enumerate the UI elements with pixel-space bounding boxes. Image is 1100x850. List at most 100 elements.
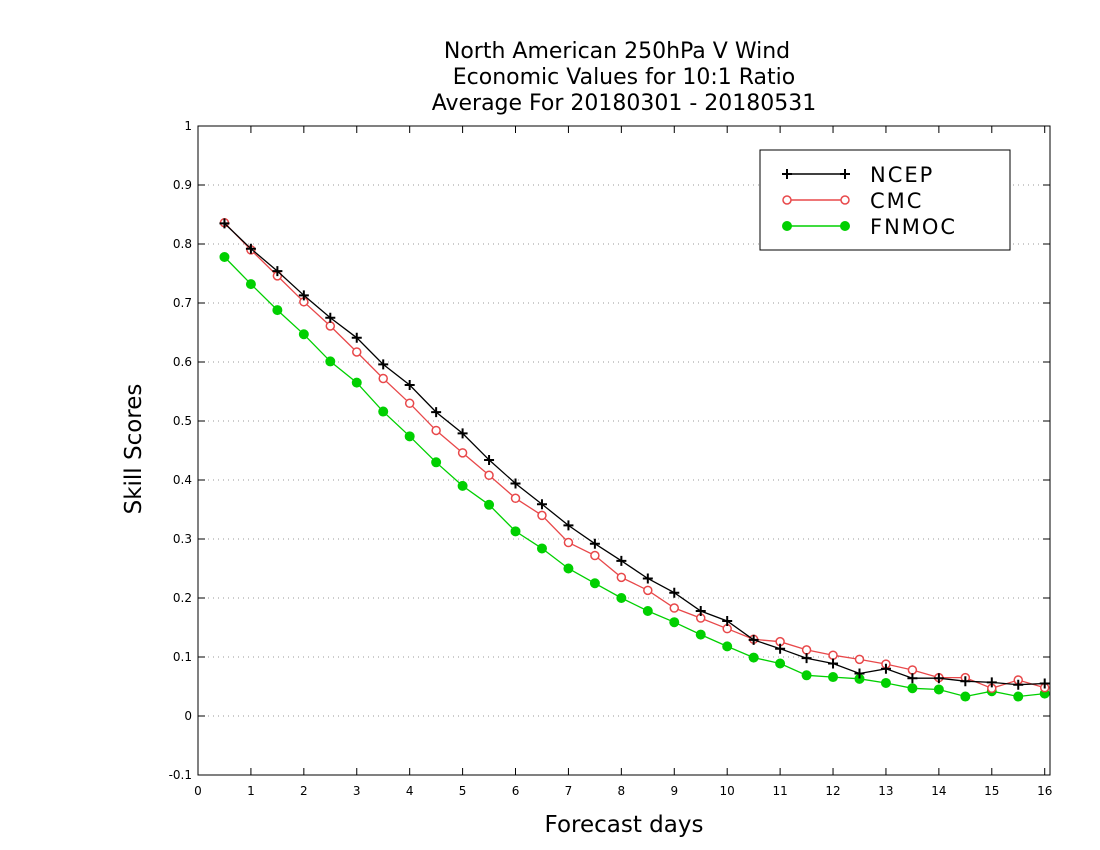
data-point-fnmoc (616, 593, 627, 603)
data-point-cmc (563, 537, 574, 548)
chart-title-line-2: Economic Values for 10:1 Ratio (453, 65, 795, 90)
data-point-ncep (960, 676, 971, 687)
y-tick-label: 0.8 (173, 237, 192, 251)
data-point-ncep (748, 634, 759, 645)
x-tick-label: 15 (984, 784, 999, 798)
data-point-cmc (616, 572, 627, 583)
y-tick-label: 0.2 (173, 591, 192, 605)
legend-marker (782, 169, 792, 179)
data-point-cmc (643, 585, 653, 596)
legend-label-ncep: NCEP (870, 163, 934, 187)
x-tick-label: 14 (931, 784, 946, 798)
y-axis-label: Skill Scores (121, 384, 147, 515)
data-point-fnmoc (404, 431, 415, 442)
legend-item-ncep: NCEP (782, 163, 934, 187)
y-tick-label: 0.1 (173, 650, 192, 664)
chart-title: North American 250hPa V Wind Economic Va… (432, 39, 817, 116)
data-point-ncep (510, 478, 521, 489)
data-point-ncep (722, 616, 733, 627)
data-point-fnmoc (669, 617, 680, 628)
data-point-cmc (352, 347, 362, 357)
x-tick-label: 8 (618, 784, 626, 798)
data-point-fnmoc (933, 684, 944, 695)
data-point-fnmoc (219, 251, 230, 262)
legend-marker (840, 169, 850, 179)
data-point-ncep (669, 587, 680, 598)
x-tick-label: 16 (1037, 784, 1052, 798)
y-tick-label: 0.9 (173, 178, 192, 192)
data-point-ncep (1013, 679, 1024, 690)
data-point-cmc (854, 654, 865, 665)
data-point-ncep (219, 218, 230, 229)
y-tick-label: 0 (184, 709, 192, 723)
data-point-fnmoc (536, 543, 547, 554)
legend-marker (840, 195, 850, 205)
x-tick-label: 0 (194, 784, 202, 798)
x-tick-label: 5 (459, 784, 467, 798)
y-tick-label: 0.7 (173, 296, 192, 310)
grid-lines (198, 184, 1050, 717)
data-point-ncep (880, 663, 891, 674)
data-point-ncep (431, 407, 442, 418)
x-axis-ticks: 0 1 2 3 4 5 6 7 8 9 10 11 12 13 14 15 16 (194, 126, 1052, 798)
data-point-ncep (589, 538, 600, 549)
data-point-cmc (404, 398, 415, 409)
legend-label-cmc: CMC (870, 189, 923, 213)
data-point-fnmoc (351, 377, 362, 388)
y-axis-ticks: -0.1 0 0.1 0.2 0.3 0.4 0.5 0.6 0.7 0.8 0.9 1 (169, 119, 1050, 782)
data-point-ncep (642, 573, 653, 584)
data-point-cmc (510, 493, 521, 504)
data-point-ncep (933, 673, 944, 684)
data-point-fnmoc (510, 526, 521, 537)
series-fnmoc (219, 251, 1050, 702)
data-point-fnmoc (907, 683, 918, 694)
x-tick-label: 11 (772, 784, 787, 798)
series-line-ncep (224, 222, 1045, 686)
data-point-fnmoc (484, 499, 495, 510)
data-point-fnmoc (748, 652, 759, 663)
x-tick-label: 2 (300, 784, 308, 798)
legend-marker (840, 221, 850, 231)
data-point-ncep (536, 499, 547, 510)
legend-box (759, 149, 1011, 251)
x-tick-label: 12 (825, 784, 840, 798)
series-cmc (219, 218, 1050, 694)
data-point-ncep (378, 359, 389, 370)
data-point-fnmoc (642, 605, 653, 616)
legend-label-fnmoc: FNMOC (870, 215, 957, 239)
series-line-fnmoc (224, 256, 1045, 698)
data-point-fnmoc (325, 356, 336, 367)
data-point-cmc (457, 448, 468, 458)
x-tick-label: 7 (565, 784, 573, 798)
data-point-fnmoc (960, 691, 971, 702)
y-tick-label: 1 (184, 119, 192, 133)
data-point-fnmoc (272, 305, 283, 316)
y-tick-label: 0.3 (173, 532, 192, 546)
data-point-cmc (431, 425, 441, 436)
data-point-fnmoc (378, 406, 389, 417)
x-tick-label: 10 (720, 784, 735, 798)
data-point-ncep (484, 454, 495, 465)
data-point-fnmoc (828, 672, 839, 683)
data-point-ncep (695, 605, 706, 616)
data-point-ncep (404, 380, 415, 391)
data-point-ncep (616, 555, 627, 566)
x-tick-label: 6 (512, 784, 520, 798)
data-point-ncep (828, 658, 839, 669)
data-point-cmc (907, 665, 918, 675)
data-point-fnmoc (589, 578, 600, 589)
y-tick-label: -0.1 (169, 768, 192, 782)
data-point-fnmoc (298, 329, 309, 340)
chart-title-line-1: North American 250hPa V Wind (444, 39, 790, 64)
data-point-cmc (801, 645, 812, 655)
x-tick-label: 9 (670, 784, 678, 798)
plot-area-frame (197, 125, 1051, 776)
data-point-fnmoc (722, 641, 733, 652)
series-layer (219, 218, 1050, 702)
data-point-ncep (351, 332, 362, 343)
y-tick-label: 0.5 (173, 414, 192, 428)
data-point-ncep (272, 266, 283, 277)
y-tick-label: 0.4 (173, 473, 192, 487)
chart-title-line-3: Average For 20180301 - 20180531 (432, 91, 817, 116)
